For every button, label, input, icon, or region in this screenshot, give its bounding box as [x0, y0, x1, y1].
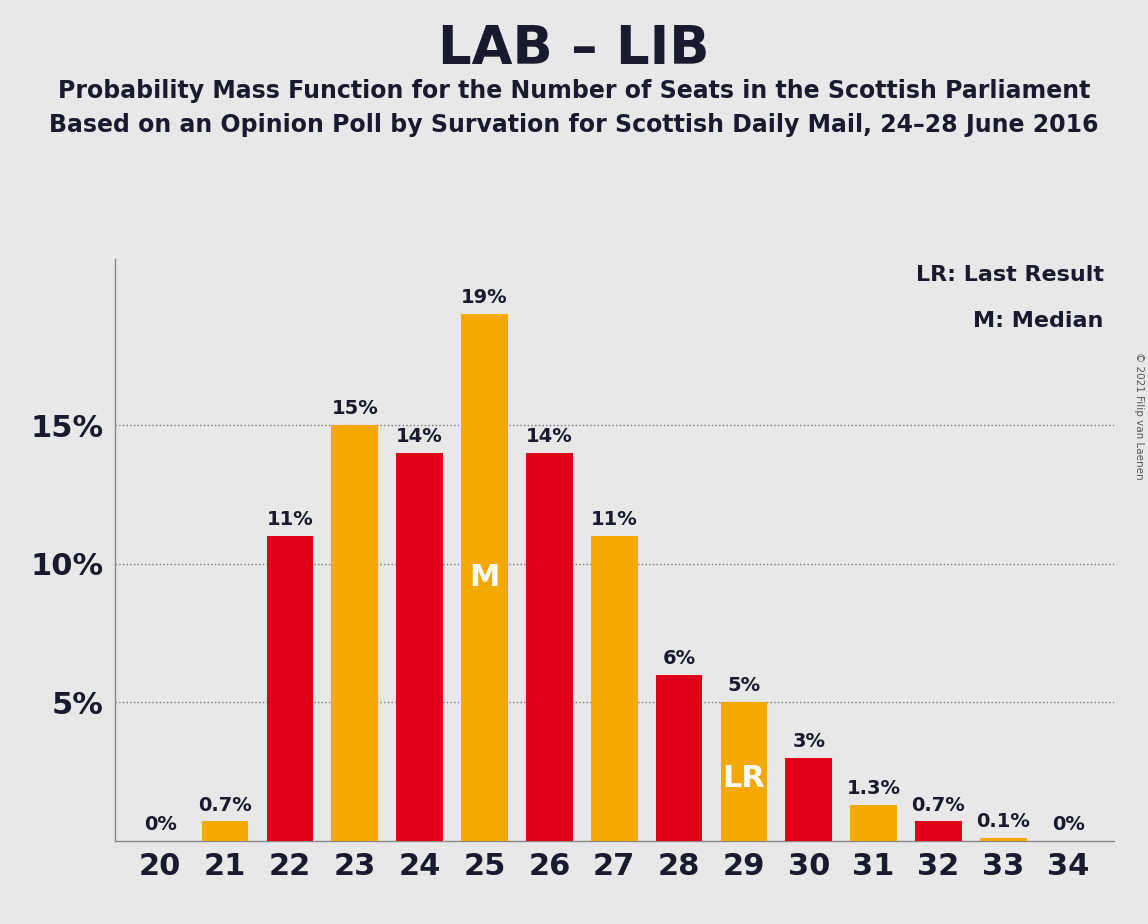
Text: Probability Mass Function for the Number of Seats in the Scottish Parliament: Probability Mass Function for the Number… — [57, 79, 1091, 103]
Text: 0.7%: 0.7% — [912, 796, 965, 815]
Bar — [332, 425, 378, 841]
Bar — [915, 821, 962, 841]
Text: 0%: 0% — [144, 815, 177, 833]
Text: LR: Last Result: LR: Last Result — [916, 264, 1103, 285]
Bar — [396, 453, 443, 841]
Bar — [656, 675, 703, 841]
Text: M: M — [470, 563, 499, 592]
Bar — [980, 838, 1026, 841]
Text: 3%: 3% — [792, 732, 825, 750]
Text: 6%: 6% — [662, 649, 696, 667]
Bar — [202, 821, 248, 841]
Text: © 2021 Filip van Laenen: © 2021 Filip van Laenen — [1134, 352, 1143, 480]
Text: 0.7%: 0.7% — [199, 796, 251, 815]
Bar — [851, 805, 897, 841]
Bar — [266, 536, 313, 841]
Text: 1.3%: 1.3% — [846, 779, 900, 797]
Text: 15%: 15% — [332, 399, 378, 418]
Text: 11%: 11% — [266, 510, 313, 529]
Text: 0.1%: 0.1% — [976, 812, 1030, 832]
Text: 14%: 14% — [396, 427, 443, 446]
Text: 5%: 5% — [728, 676, 760, 695]
Text: LAB – LIB: LAB – LIB — [439, 23, 709, 75]
Bar — [591, 536, 637, 841]
Text: 19%: 19% — [461, 288, 507, 307]
Text: LR: LR — [722, 764, 766, 793]
Bar — [721, 702, 767, 841]
Bar — [526, 453, 573, 841]
Text: 11%: 11% — [591, 510, 637, 529]
Bar — [785, 758, 832, 841]
Bar — [461, 314, 507, 841]
Text: Based on an Opinion Poll by Survation for Scottish Daily Mail, 24–28 June 2016: Based on an Opinion Poll by Survation fo… — [49, 113, 1099, 137]
Text: 0%: 0% — [1052, 815, 1085, 833]
Text: M: Median: M: Median — [974, 311, 1103, 331]
Text: 14%: 14% — [526, 427, 573, 446]
